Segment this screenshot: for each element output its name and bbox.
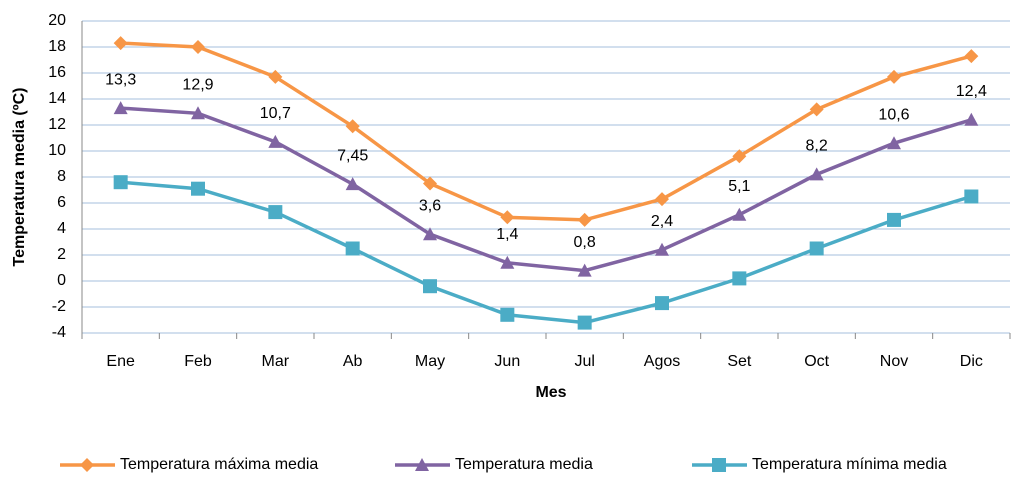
data-label: 7,45: [337, 147, 368, 164]
marker: [809, 102, 824, 117]
x-tick-label: Ene: [106, 353, 135, 370]
data-label: 12,9: [182, 77, 213, 94]
marker: [113, 175, 128, 190]
y-tick-label: 10: [48, 142, 66, 159]
marker: [268, 134, 283, 148]
y-tick-label: 14: [48, 90, 66, 107]
y-tick-label: -4: [52, 324, 66, 341]
marker: [500, 307, 515, 322]
marker: [732, 149, 747, 164]
series-line: [120, 41, 972, 222]
marker: [887, 136, 901, 150]
marker: [345, 241, 360, 256]
y-axis-label: Temperatura media (ºC): [11, 88, 28, 267]
marker: [964, 49, 979, 64]
data-label: 0,8: [574, 234, 596, 251]
marker: [732, 207, 747, 221]
marker: [423, 227, 437, 241]
data-label: 13,3: [105, 71, 136, 88]
y-tick-label: 6: [57, 194, 66, 211]
x-tick-label: Agos: [644, 353, 680, 370]
y-tick-label: 0: [57, 272, 66, 289]
marker: [732, 271, 747, 286]
y-tick-label: 12: [48, 116, 66, 133]
y-tick-label: 20: [48, 12, 66, 29]
data-label: 10,7: [260, 105, 291, 122]
legend-label: Temperatura máxima media: [120, 456, 318, 473]
x-tick-label: Oct: [804, 353, 829, 370]
x-tick-label: Jun: [494, 353, 520, 370]
marker: [712, 458, 726, 472]
marker: [500, 255, 515, 269]
data-label: 5,1: [728, 178, 750, 195]
series-line: [120, 106, 972, 273]
marker: [500, 210, 515, 225]
legend-label: Temperatura media: [455, 456, 593, 473]
series-line: [120, 180, 972, 325]
marker: [415, 458, 429, 471]
marker: [887, 212, 901, 227]
marker: [577, 315, 592, 330]
marker: [577, 212, 592, 227]
x-tick-label: Dic: [960, 353, 983, 370]
data-label: 3,6: [419, 197, 441, 214]
y-tick-label: 16: [48, 64, 66, 81]
y-tick-label: 4: [57, 220, 66, 237]
marker: [191, 106, 205, 120]
marker: [655, 296, 669, 311]
x-tick-label: Ab: [343, 353, 363, 370]
marker: [964, 189, 979, 204]
marker: [887, 69, 901, 84]
marker: [191, 40, 205, 54]
x-tick-label: May: [415, 353, 445, 370]
data-label: 12,4: [956, 83, 987, 100]
marker: [964, 112, 979, 126]
marker: [113, 101, 128, 115]
x-tick-label: Jul: [574, 353, 594, 370]
data-label: 8,2: [806, 138, 828, 155]
data-label: 2,4: [651, 213, 673, 230]
y-tick-label: 8: [57, 168, 66, 185]
y-tick-label: 2: [57, 246, 66, 263]
marker: [345, 119, 360, 134]
marker: [268, 205, 283, 220]
y-tick-label: 18: [48, 38, 66, 55]
marker: [268, 69, 283, 84]
data-label: 10,6: [878, 106, 909, 123]
x-axis-label: Mes: [535, 384, 566, 401]
marker: [345, 177, 360, 191]
marker: [655, 192, 669, 207]
marker: [577, 263, 592, 277]
marker: [655, 242, 669, 256]
marker: [809, 241, 824, 256]
marker: [423, 176, 437, 191]
marker: [191, 181, 205, 196]
marker: [113, 36, 128, 51]
x-tick-label: Nov: [880, 353, 908, 370]
marker: [423, 279, 437, 294]
x-tick-label: Mar: [262, 353, 290, 370]
marker: [80, 458, 94, 472]
marker: [809, 167, 824, 181]
data-label: 1,4: [496, 226, 518, 243]
legend-label: Temperatura mínima media: [752, 456, 947, 473]
y-tick-label: -2: [52, 298, 66, 315]
x-tick-label: Feb: [184, 353, 212, 370]
x-tick-label: Set: [727, 353, 752, 370]
